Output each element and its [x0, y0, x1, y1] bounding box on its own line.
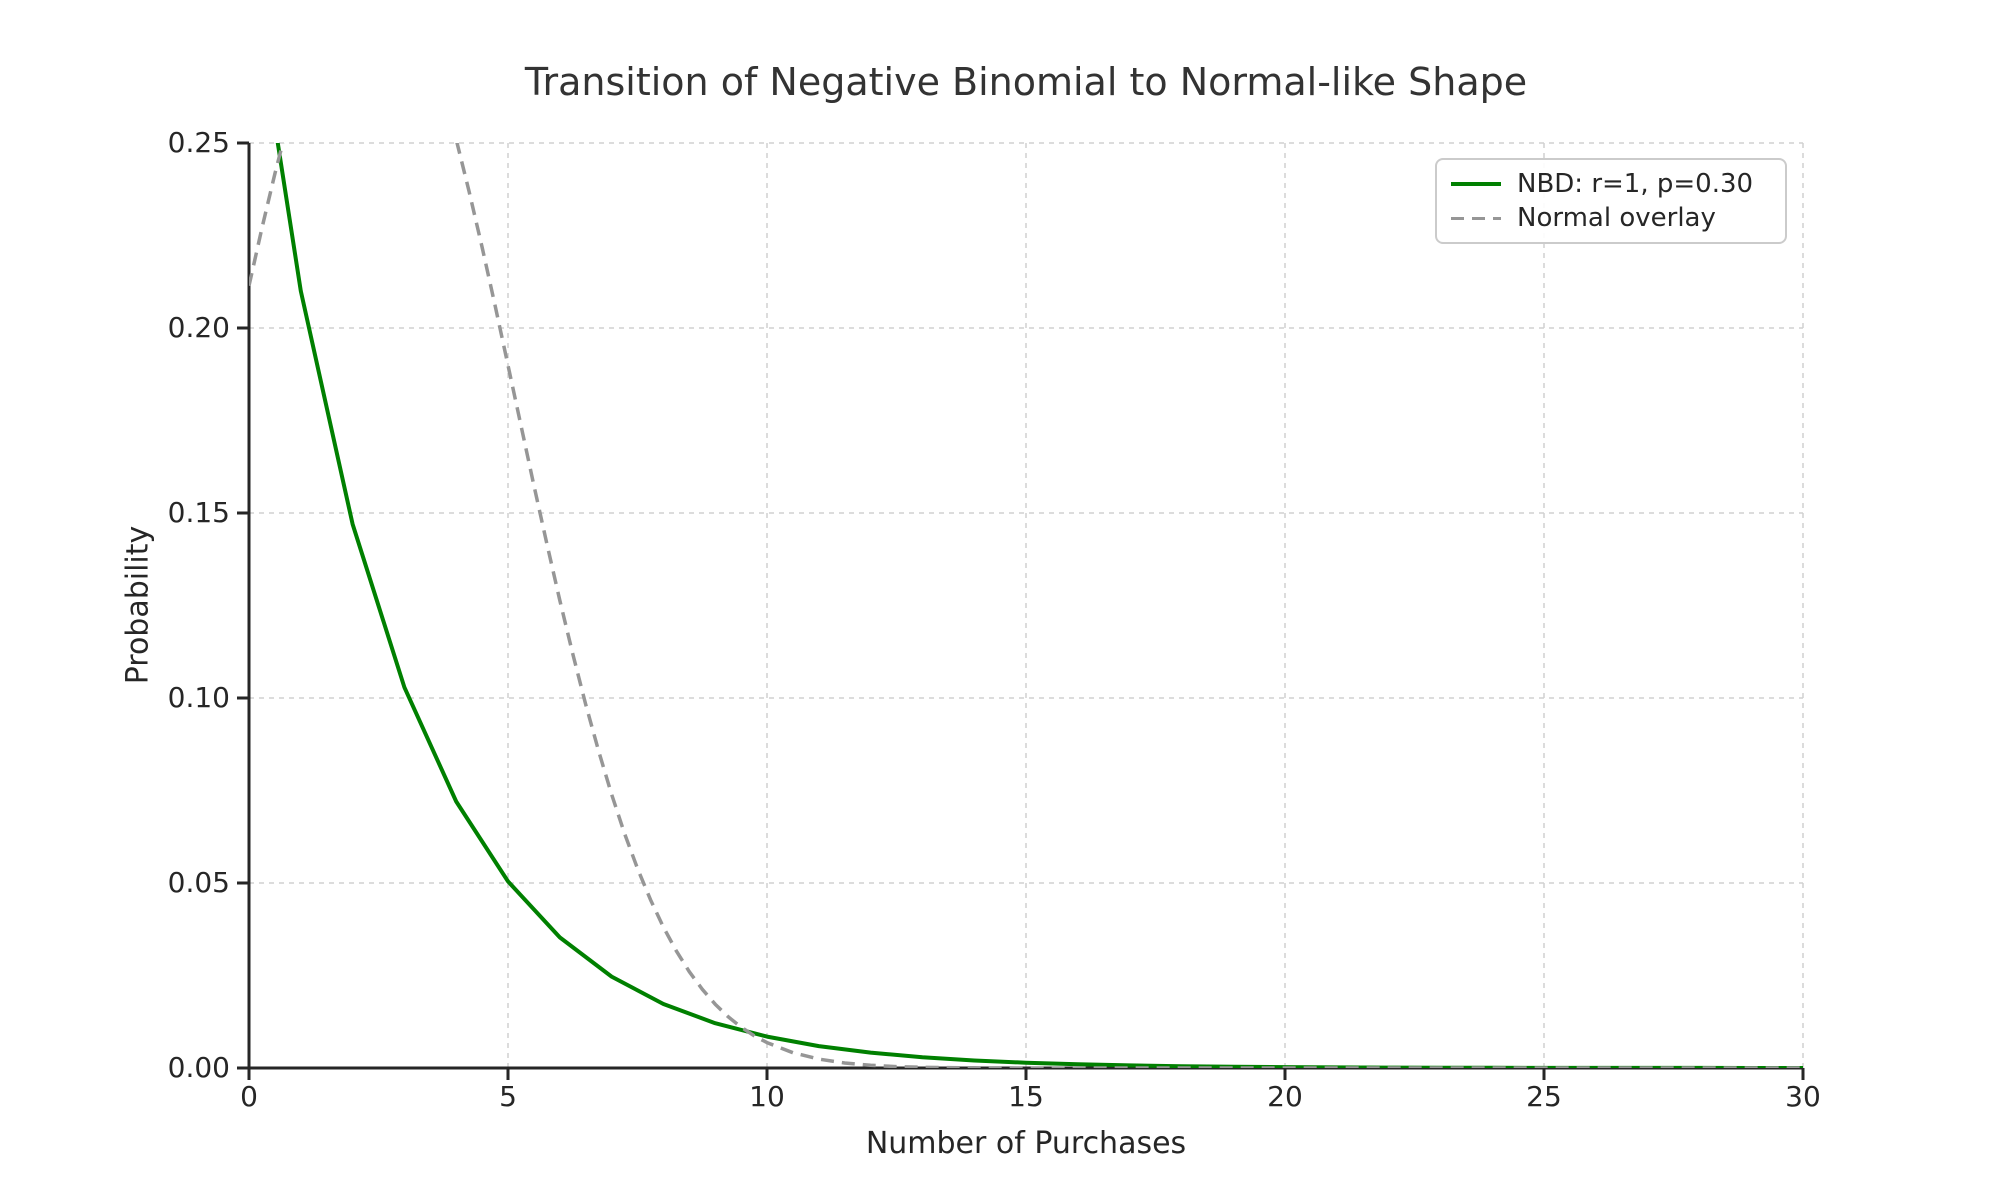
x-tick-label: 0	[240, 1080, 258, 1113]
y-tick-label: 0.20	[167, 311, 230, 344]
y-axis-label: Probability	[120, 525, 156, 685]
y-tick-label: 0.25	[167, 126, 230, 159]
x-tick-label: 5	[499, 1080, 517, 1113]
x-axis-label: Number of Purchases	[865, 1126, 1187, 1161]
y-tick-label: 0.15	[167, 496, 230, 529]
legend-entry-normal: Normal overlay	[1451, 203, 1771, 233]
x-tick-label: 10	[749, 1080, 785, 1113]
normal-line-sample-icon	[1451, 216, 1501, 221]
normal-overlay-line	[249, 143, 1803, 1068]
x-tick-label: 30	[1785, 1080, 1821, 1113]
legend: NBD: r=1, p=0.30 Normal overlay	[1435, 158, 1787, 244]
legend-entry-nbd: NBD: r=1, p=0.30	[1451, 169, 1771, 199]
x-tick-label: 20	[1267, 1080, 1303, 1113]
y-tick-label: 0.10	[167, 681, 230, 714]
nbd-line-sample-icon	[1451, 181, 1501, 186]
y-tick-label: 0.00	[167, 1051, 230, 1084]
legend-label: Normal overlay	[1517, 203, 1716, 234]
x-tick-label: 15	[1008, 1080, 1044, 1113]
chart-title: Transition of Negative Binomial to Norma…	[524, 60, 1528, 104]
y-tick-label: 0.05	[167, 866, 230, 899]
x-tick-label: 25	[1526, 1080, 1562, 1113]
legend-label: NBD: r=1, p=0.30	[1517, 168, 1754, 199]
